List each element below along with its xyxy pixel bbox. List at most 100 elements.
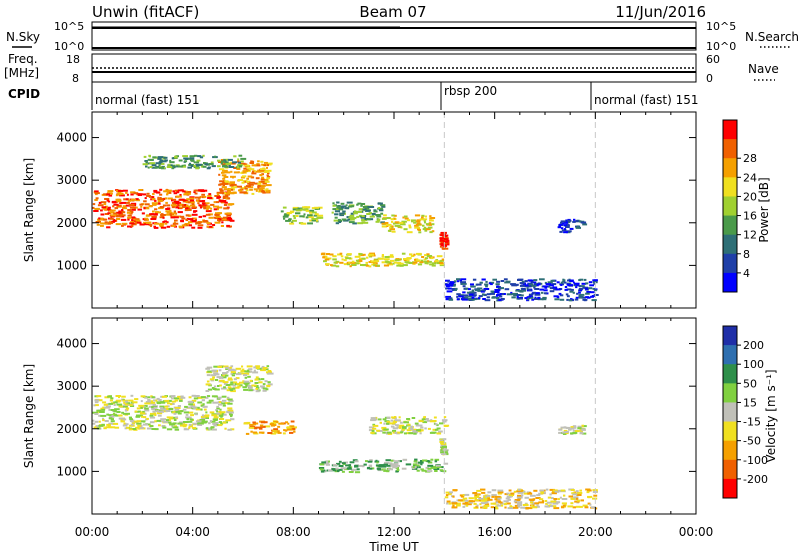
velocity-cell: [194, 413, 198, 416]
velocity-cell: [434, 428, 439, 431]
velocity-cell: [102, 419, 105, 422]
power-cell: [383, 214, 387, 217]
velocity-cell: [172, 411, 176, 414]
power-cell: [541, 298, 547, 301]
power-cell: [410, 255, 415, 257]
power-cell: [266, 166, 268, 169]
velocity-cell: [508, 489, 512, 492]
power-cell: [348, 261, 351, 264]
velocity-cell: [152, 403, 156, 406]
power-cell: [429, 217, 433, 220]
power-cell: [194, 218, 197, 221]
velocity-cell: [244, 376, 248, 379]
velocity-cell: [136, 414, 140, 417]
power-cell: [575, 296, 579, 299]
power-cell: [496, 294, 501, 297]
power-cell: [133, 223, 136, 225]
power-cell: [224, 171, 231, 174]
power-cell: [414, 226, 421, 229]
velocity-cell: [180, 424, 185, 427]
power-cell: [308, 216, 312, 219]
power-cell: [218, 168, 225, 171]
power-cell: [334, 208, 340, 210]
power-cell: [295, 209, 301, 212]
power-cell: [205, 210, 212, 213]
beam-title: Beam 07: [359, 3, 426, 21]
velocity-cell: [213, 424, 218, 427]
velocity-cell: [243, 382, 250, 385]
velocity-cell: [174, 399, 179, 402]
power-cell: [226, 217, 233, 220]
power-cell: [121, 209, 124, 211]
power-cell: [440, 242, 444, 245]
velocity-cell: [516, 502, 523, 505]
velocity-cell: [258, 381, 263, 384]
velocity-cell: [180, 395, 184, 398]
power-cell: [173, 210, 176, 213]
power-cell: [333, 261, 337, 264]
velocity-cell: [293, 430, 296, 433]
velocity-cell: [398, 416, 401, 419]
power-cell: [264, 178, 269, 181]
velocity-cell: [225, 419, 232, 422]
velocity-cell: [321, 461, 326, 464]
power-cell: [200, 165, 205, 168]
velocity-cell: [262, 383, 266, 386]
velocity-cell: [188, 423, 192, 426]
velocity-cell: [212, 401, 219, 404]
power-cell: [166, 166, 173, 168]
power-cell: [176, 191, 180, 194]
power-cell: [356, 210, 363, 213]
velocity-cell: [124, 400, 128, 403]
velocity-cell: [383, 428, 389, 431]
power-cell: [155, 211, 159, 214]
power-cell: [578, 279, 581, 282]
power-cell: [251, 172, 257, 175]
velocity-cell: [172, 426, 179, 429]
power-cell: [394, 259, 400, 262]
velocity-cell: [503, 503, 507, 506]
power-cell: [292, 215, 296, 217]
velocity-cell: [92, 411, 98, 414]
velocity-cell: [411, 428, 417, 431]
power-cell: [495, 283, 500, 286]
velocity-cell: [402, 427, 407, 430]
velocity-cell: [345, 464, 350, 467]
power-cell: [593, 282, 596, 285]
power-cell: [171, 224, 176, 227]
power-cell: [120, 218, 127, 221]
velocity-cell: [363, 463, 367, 466]
power-cell: [203, 220, 209, 223]
power-cell: [222, 197, 227, 199]
velocity-cell: [230, 418, 235, 421]
velocity-cell: [399, 421, 403, 424]
power-cell: [103, 193, 109, 196]
velocity-cell: [517, 491, 524, 494]
velocity-cell: [477, 494, 480, 497]
velocity-cell: [445, 491, 451, 494]
power-cell: [185, 214, 190, 217]
velocity-cell: [526, 491, 531, 494]
velocity-cell: [130, 394, 134, 397]
power-cell: [227, 197, 231, 200]
power-cell: [558, 223, 563, 226]
power-cell: [524, 280, 528, 283]
velocity-cell: [283, 429, 286, 432]
velocity-cell: [264, 380, 268, 383]
power-cell: [165, 213, 172, 216]
power-cell: [166, 193, 169, 196]
power-cell: [179, 206, 184, 209]
velocity-cell: [395, 470, 399, 473]
velocity-cell: [570, 432, 573, 435]
power-cell: [481, 293, 485, 296]
power-cell: [381, 205, 386, 208]
velocity-cell: [413, 432, 417, 435]
velocity-cell: [235, 377, 240, 380]
velocity-cell: [589, 503, 592, 506]
power-cell: [230, 186, 235, 189]
power-cell: [126, 193, 129, 196]
velocity-cell: [507, 507, 514, 510]
velocity-cell: [94, 401, 99, 404]
power-cell: [251, 164, 257, 167]
power-cell: [115, 194, 119, 197]
